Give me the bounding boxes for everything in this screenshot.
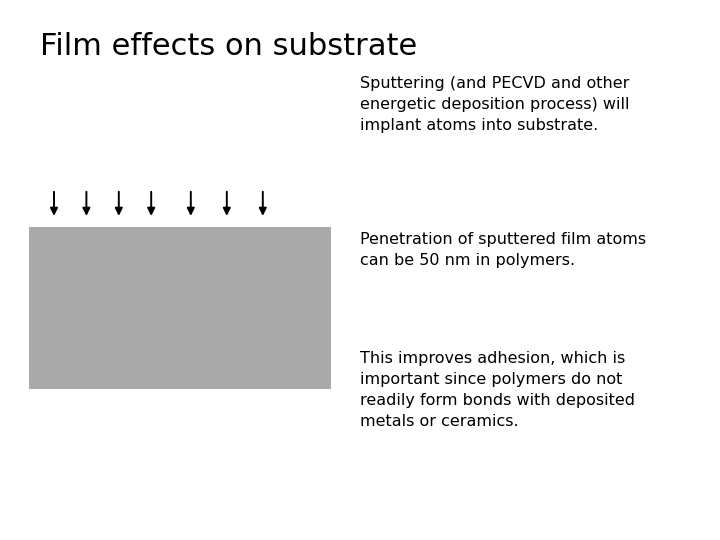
- Text: Sputtering (and PECVD and other
energetic deposition process) will
implant atoms: Sputtering (and PECVD and other energeti…: [360, 76, 629, 133]
- Text: Film effects on substrate: Film effects on substrate: [40, 32, 417, 62]
- Text: Penetration of sputtered film atoms
can be 50 nm in polymers.: Penetration of sputtered film atoms can …: [360, 232, 646, 268]
- Text: This improves adhesion, which is
important since polymers do not
readily form bo: This improves adhesion, which is importa…: [360, 351, 635, 429]
- Bar: [29, 227, 331, 389]
